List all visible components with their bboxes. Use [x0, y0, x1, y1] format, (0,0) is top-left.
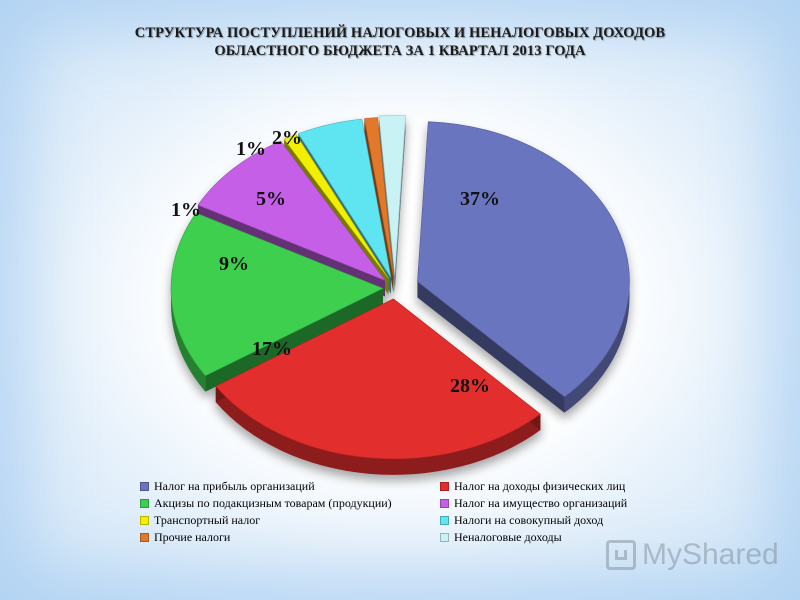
legend-label: Налог на имущество организаций [454, 495, 628, 510]
slice-top [197, 140, 386, 282]
legend-item: Налог на имущество организаций [440, 495, 660, 511]
slice-edge [364, 118, 394, 294]
slice-top [297, 118, 392, 278]
legend-item: Акцизы по подакцизным товарам (продукции… [140, 495, 440, 511]
slice-top [170, 212, 384, 377]
legend-swatch [440, 532, 449, 542]
legend-item: Налог на прибыль организаций [140, 478, 440, 494]
legend-item: Транспортный налог [140, 512, 440, 528]
pie-slice [215, 298, 541, 475]
slice-edge [205, 288, 384, 392]
legend-item: Налоги на совокупный доход [440, 512, 660, 528]
slice-rim [215, 386, 541, 475]
slice-label: 2% [272, 127, 302, 149]
slice-label: 1% [171, 199, 201, 221]
slice-label: 5% [256, 188, 286, 210]
pie-slice [170, 212, 384, 392]
legend-swatch [440, 481, 449, 491]
legend-swatch [140, 481, 149, 491]
slice-top [364, 117, 394, 278]
watermark: MyShared [606, 538, 779, 572]
legend-swatch [140, 515, 149, 525]
slice-top [417, 121, 630, 398]
pie-slices [170, 115, 630, 475]
slice-label: 37% [460, 188, 500, 210]
slice-label: 28% [450, 375, 490, 397]
slice-rim [564, 281, 630, 413]
slice-top [378, 115, 406, 276]
legend-label: Неналоговые доходы [454, 529, 562, 544]
legend-item: Прочие налоги [140, 529, 440, 545]
title-line-1: СТРУКТУРА ПОСТУПЛЕНИЙ НАЛОГОВЫХ И НЕНАЛО… [134, 25, 666, 41]
legend-label: Налог на доходы физических лиц [454, 478, 626, 493]
slice-label: 17% [252, 338, 292, 360]
legend-label: Налоги на совокупный доход [454, 512, 604, 527]
slice-top [283, 134, 389, 279]
legend-label: Акцизы по подакцизным товарам (продукции… [154, 495, 392, 510]
title-line-2: ОБЛАСТНОГО БЮДЖЕТА ЗА 1 КВАРТАЛ 2013 ГОД… [214, 43, 586, 59]
slice-edge [417, 281, 565, 413]
watermark-text: MyShared [642, 538, 779, 571]
slice-top [215, 298, 541, 460]
legend-swatch [140, 498, 149, 508]
myshared-logo-icon [606, 540, 636, 570]
slice-label: 1% [236, 138, 266, 160]
legend-label: Налог на прибыль организаций [154, 478, 315, 493]
pie-slice [417, 121, 630, 413]
legend-label: Транспортный налог [154, 512, 261, 527]
legend-item: Неналоговые доходы [440, 529, 660, 545]
legend-item: Налог на доходы физических лиц [440, 478, 660, 494]
legend-swatch [440, 498, 449, 508]
chart-legend: Налог на прибыль организаций Налог на дох… [140, 478, 660, 545]
legend-label: Прочие налоги [154, 529, 231, 544]
slice-label: 9% [219, 253, 249, 275]
legend-swatch [440, 515, 449, 525]
legend-swatch [140, 532, 149, 542]
slice-rim [171, 288, 206, 392]
chart-title: СТРУКТУРА ПОСТУПЛЕНИЙ НАЛОГОВЫХ И НЕНАЛО… [60, 24, 740, 60]
pie-slice [364, 117, 394, 294]
